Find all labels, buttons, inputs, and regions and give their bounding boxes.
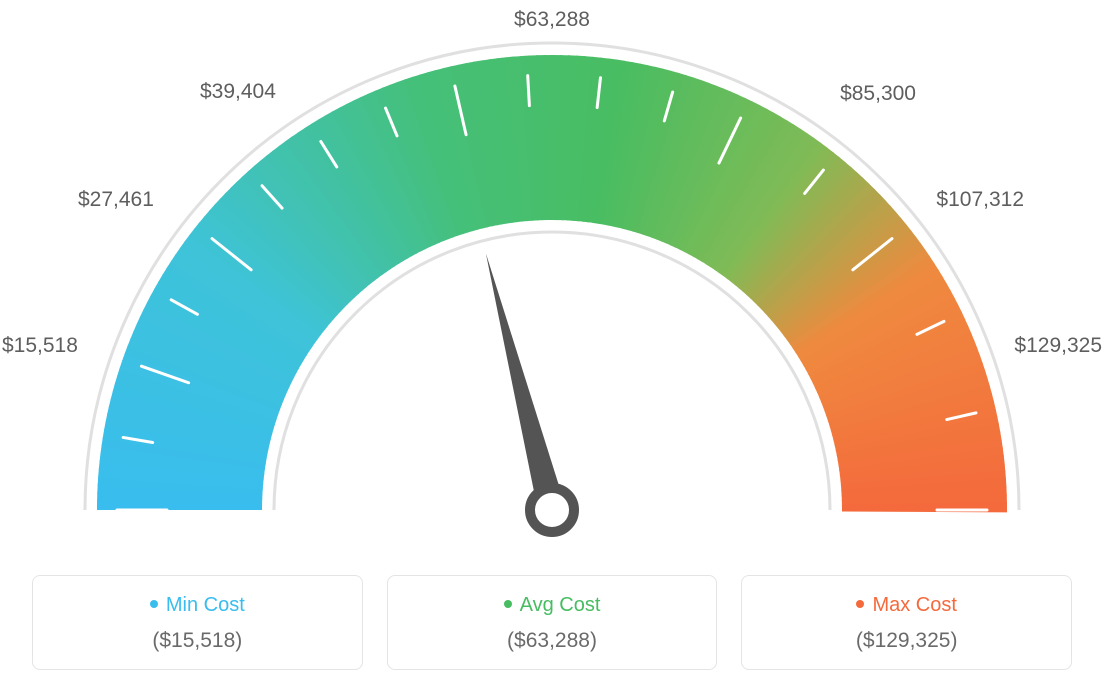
legend-title-max-text: Max Cost: [872, 594, 956, 616]
legend-card-max: Max Cost ($129,325): [741, 575, 1072, 670]
legend-title-min-text: Min Cost: [166, 594, 245, 616]
bullet-min-icon: [150, 600, 158, 608]
legend-title-avg-text: Avg Cost: [520, 594, 601, 616]
gauge-chart: $15,518 $27,461 $39,404 $63,288 $85,300 …: [0, 0, 1104, 560]
tick-label-6: $129,325: [1014, 334, 1102, 358]
bullet-avg-icon: [504, 600, 512, 608]
legend-value-min: ($15,518): [43, 629, 352, 653]
legend-title-max: Max Cost: [752, 594, 1061, 617]
legend-card-min: Min Cost ($15,518): [32, 575, 363, 670]
legend-title-avg: Avg Cost: [398, 594, 707, 617]
legend-card-avg: Avg Cost ($63,288): [387, 575, 718, 670]
legend-row: Min Cost ($15,518) Avg Cost ($63,288) Ma…: [0, 575, 1104, 670]
tick-label-1: $27,461: [78, 188, 154, 212]
legend-value-max: ($129,325): [752, 629, 1061, 653]
gauge-svg: [0, 0, 1104, 560]
tick-label-4: $85,300: [840, 82, 916, 106]
tick-label-3: $63,288: [512, 8, 592, 32]
tick-label-0: $15,518: [2, 334, 78, 358]
tick-label-2: $39,404: [200, 80, 276, 104]
tick-label-5: $107,312: [936, 188, 1024, 212]
legend-value-avg: ($63,288): [398, 629, 707, 653]
legend-title-min: Min Cost: [43, 594, 352, 617]
bullet-max-icon: [856, 600, 864, 608]
